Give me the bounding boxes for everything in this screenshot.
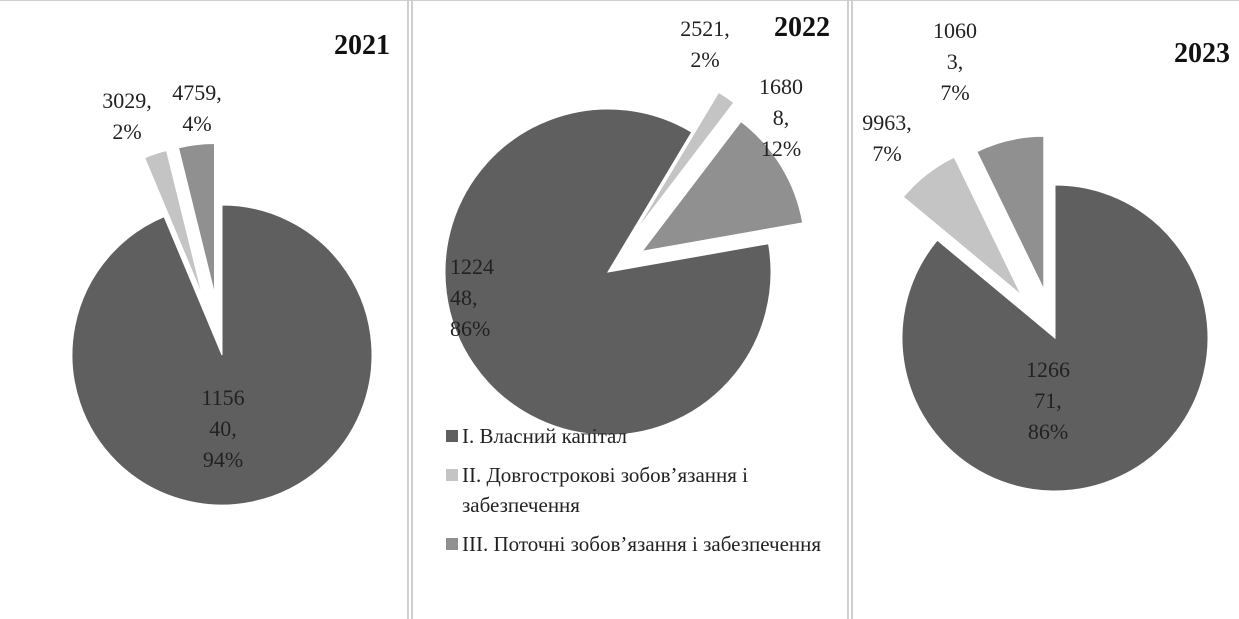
legend-label: I. Власний капітал (462, 424, 628, 448)
legend-item: I. Власний капітал (446, 422, 841, 451)
data-label: 2521, 2% (680, 16, 730, 72)
pie-slice (444, 108, 772, 436)
data-label: 4759, 4% (172, 80, 222, 136)
data-label: 115640, 94% (201, 385, 245, 472)
legend-item: III. Поточні зобов’язання і забезпечення (446, 530, 841, 559)
pie-slice (976, 135, 1045, 290)
pie-slice (640, 120, 804, 252)
data-label: 122448, 86% (450, 254, 494, 341)
data-label: 10603, 7% (933, 18, 977, 105)
legend-item: II. Довгострокові зобов’язання і забезпе… (446, 461, 841, 520)
legend-label: III. Поточні зобов’язання і забезпечення (462, 532, 822, 557)
legend-key (446, 538, 458, 551)
data-label: 9963, 7% (862, 110, 912, 166)
legend: I. Власний капітал II. Довгострокові зобо… (446, 422, 841, 570)
chart-title: 2023 (1174, 38, 1230, 69)
pie-slice (143, 149, 204, 297)
pie-slice (902, 156, 1022, 296)
data-label: 3029, 2% (102, 88, 152, 144)
pie-slice (71, 204, 373, 506)
legend-key (446, 469, 458, 482)
chart-title: 2022 (774, 12, 830, 43)
data-label: 126671, 86% (1026, 357, 1070, 444)
legend-label: II. Довгострокові зобов’язання і забезпе… (462, 463, 748, 517)
data-label: 16808, 12% (759, 74, 803, 161)
legend-key (446, 430, 458, 442)
pie-slice (177, 142, 216, 294)
pie-slice (634, 91, 735, 233)
chart-title: 2021 (334, 30, 390, 61)
pie-slice (901, 184, 1209, 492)
